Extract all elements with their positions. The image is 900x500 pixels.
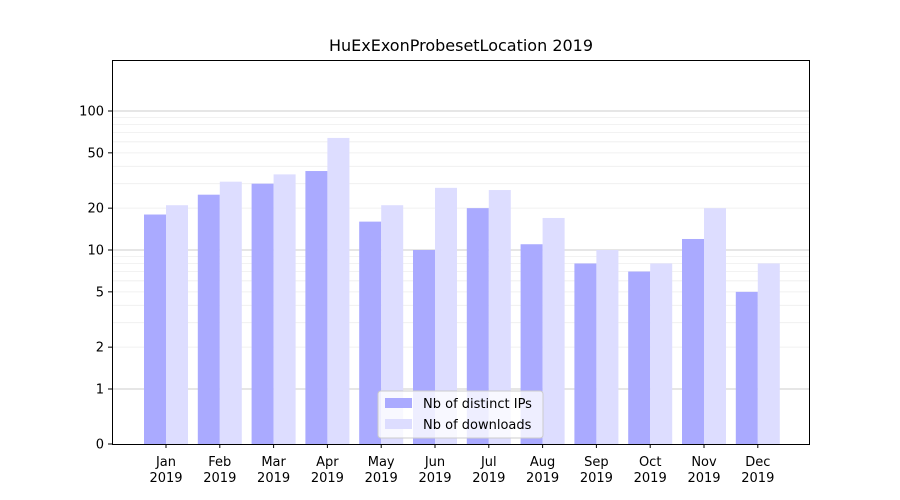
x-tick-label: Nov xyxy=(691,455,717,470)
bar-downloads xyxy=(596,250,619,444)
y-axis: 0 1 2 5 10 20 50 100 xyxy=(79,105,112,453)
x-tick-label: Oct xyxy=(639,455,661,470)
x-tick-label: Jan xyxy=(155,455,176,470)
bar-distinct-ips xyxy=(466,208,489,444)
x-axis: Jan2019Feb2019Mar2019Apr2019May2019Jun20… xyxy=(149,444,774,486)
x-tick-label: Aug xyxy=(530,455,555,470)
bar-distinct-ips xyxy=(251,183,274,444)
x-tick-label-year: 2019 xyxy=(580,471,613,486)
bar-distinct-ips xyxy=(144,214,166,444)
x-tick-label: Apr xyxy=(316,455,339,470)
legend-box xyxy=(377,390,544,439)
x-tick-label-year: 2019 xyxy=(741,471,774,486)
bar-downloads xyxy=(166,205,188,444)
y-tick-label: 2 xyxy=(96,341,104,356)
y-tick-label: 1 xyxy=(96,383,104,398)
bar-distinct-ips xyxy=(628,271,651,444)
y-tick-label: 50 xyxy=(87,146,104,161)
y-tick-label: 100 xyxy=(79,105,104,120)
bar-downloads xyxy=(381,205,404,444)
bar-downloads xyxy=(273,174,296,444)
x-tick-label: Sep xyxy=(584,455,609,470)
x-tick-label: Dec xyxy=(745,455,770,470)
bars xyxy=(144,137,780,444)
y-tick-label: 10 xyxy=(87,244,104,259)
bar-distinct-ips xyxy=(359,221,382,444)
bar-downloads xyxy=(650,263,673,444)
x-tick-label: Jul xyxy=(480,455,497,470)
bar-downloads xyxy=(757,263,780,444)
x-tick-label-year: 2019 xyxy=(634,471,667,486)
x-tick-label-year: 2019 xyxy=(526,471,559,486)
x-tick-label: Mar xyxy=(261,455,286,470)
plot-frame xyxy=(112,60,810,445)
x-tick-label-year: 2019 xyxy=(365,471,398,486)
x-tick-label-year: 2019 xyxy=(687,471,720,486)
y-tick-label: 20 xyxy=(87,202,104,217)
legend-label-distinct-ips: Nb of distinct IPs xyxy=(423,397,532,412)
bar-downloads xyxy=(542,217,565,444)
y-tick-label: 5 xyxy=(96,285,104,300)
bar-distinct-ips xyxy=(197,194,220,444)
legend-label-downloads: Nb of downloads xyxy=(423,418,532,433)
chart-title: HuExExonProbesetLocation 2019 xyxy=(329,36,593,55)
x-tick-label: May xyxy=(368,455,395,470)
x-tick-label-year: 2019 xyxy=(472,471,505,486)
bar-downloads xyxy=(488,190,511,444)
x-tick-label: Feb xyxy=(208,455,231,470)
legend: Nb of distinct IPs Nb of downloads xyxy=(377,390,544,439)
x-tick-label-year: 2019 xyxy=(257,471,290,486)
legend-swatch-downloads xyxy=(385,419,412,429)
legend-swatch-distinct-ips xyxy=(385,398,412,408)
x-tick-label-year: 2019 xyxy=(418,471,451,486)
x-tick-label-year: 2019 xyxy=(203,471,236,486)
bar-distinct-ips xyxy=(735,291,758,444)
bar-downloads xyxy=(704,208,726,444)
bar-downloads xyxy=(219,181,242,444)
x-tick-label: Jun xyxy=(424,455,445,470)
bar-downloads xyxy=(327,137,350,444)
bar-distinct-ips xyxy=(574,263,597,444)
y-tick-label: 0 xyxy=(96,438,104,453)
x-tick-label-year: 2019 xyxy=(149,471,182,486)
bar-distinct-ips xyxy=(305,171,328,444)
bar-distinct-ips xyxy=(682,238,704,444)
bar-downloads xyxy=(435,187,457,444)
x-tick-label-year: 2019 xyxy=(311,471,344,486)
